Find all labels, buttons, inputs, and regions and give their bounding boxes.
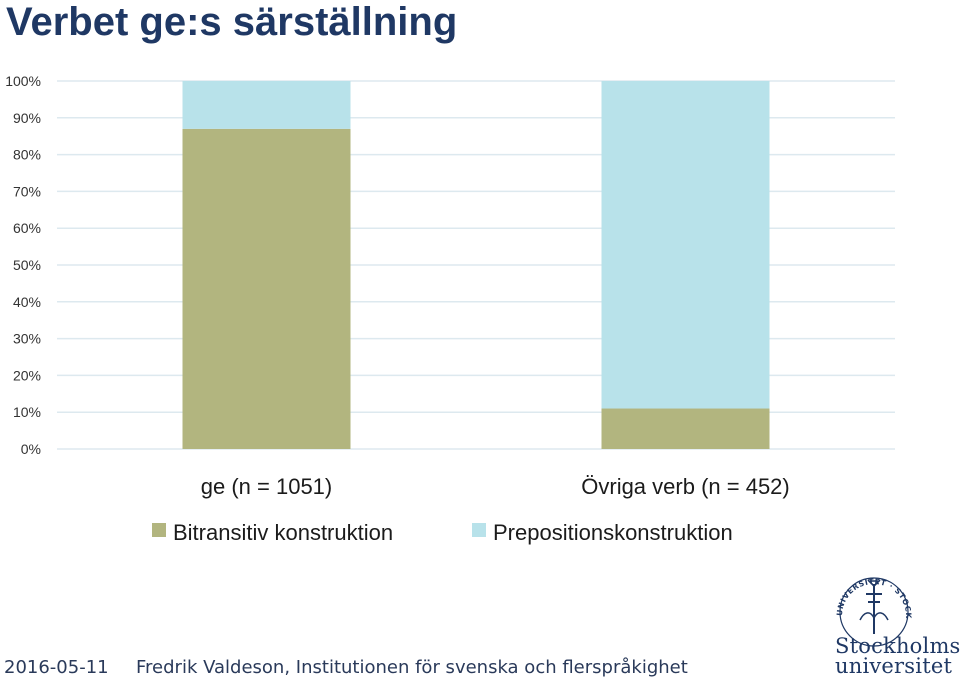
y-tick-label: 100% (5, 73, 41, 89)
logo-wordmark-line2: universitet (835, 654, 953, 678)
logo-wordmark-line1: Stockholms (835, 634, 960, 658)
bar-segment-bitransitiv (601, 408, 770, 449)
y-tick-label: 70% (13, 183, 41, 199)
bar-segment-preposition (182, 81, 351, 129)
y-tick-label: 0% (21, 441, 41, 457)
y-tick-label: 30% (13, 331, 41, 347)
y-tick-label: 40% (13, 294, 41, 310)
y-tick-label: 80% (13, 147, 41, 163)
legend-swatch (152, 523, 166, 537)
legend-swatch (472, 523, 486, 537)
y-tick-label: 10% (13, 404, 41, 420)
bar-segment-bitransitiv (182, 128, 351, 449)
stacked-bar-chart: 0% 10% 20% 30% 40% 50% 60% 70% 80% 90% 100% ge (n =… (5, 73, 895, 545)
slide-title: Verbet ge:s särställning (6, 0, 458, 44)
y-tick-label: 90% (13, 110, 41, 126)
logo-wordmark: Stockholms universitet (835, 634, 960, 678)
stockholm-university-seal-icon: UNIVERSITET · STOCKHOLMS (830, 572, 913, 647)
y-tick-label: 20% (13, 367, 41, 383)
footer-date: 2016-05-11 (4, 657, 109, 678)
svg-text:UNIVERSITET · STOCKHOLMS: UNIVERSITET · STOCKHOLMS (830, 572, 913, 619)
bar-segment-preposition (601, 81, 770, 409)
y-tick-label: 60% (13, 220, 41, 236)
y-tick-label: 50% (13, 257, 41, 273)
legend-label: Prepositionskonstruktion (493, 520, 733, 545)
x-category-label: Övriga verb (n = 452) (581, 474, 789, 499)
legend-label: Bitransitiv konstruktion (173, 520, 393, 545)
seal-text: UNIVERSITET · STOCKHOLMS (830, 572, 912, 619)
footer-author: Fredrik Valdeson, Institutionen för sven… (136, 657, 688, 678)
x-category-label: ge (n = 1051) (201, 474, 332, 499)
